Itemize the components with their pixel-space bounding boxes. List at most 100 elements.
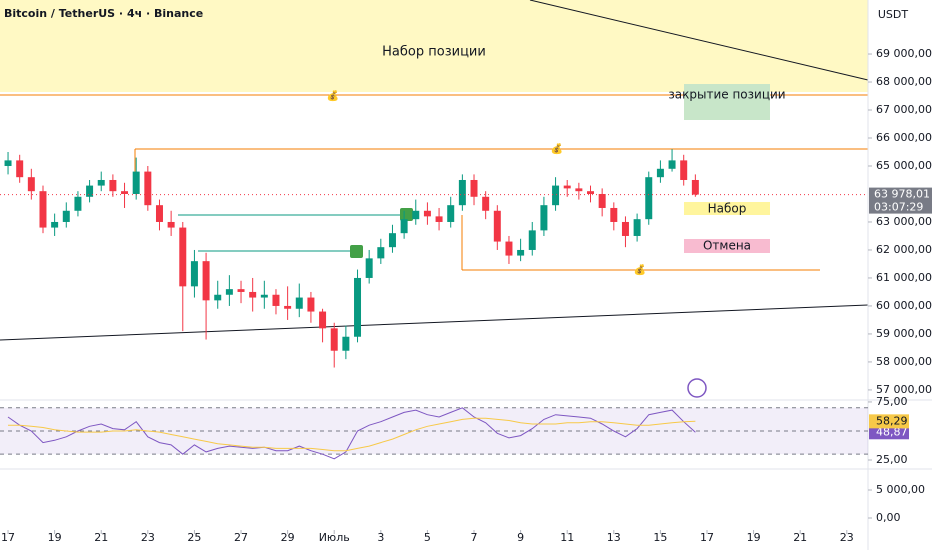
candle-body <box>668 160 676 169</box>
x-tick-label: 19 <box>747 531 761 544</box>
rsi-last-box <box>869 414 909 429</box>
candle-body <box>86 185 94 197</box>
candle-body <box>505 241 513 256</box>
candle-body <box>249 291 257 298</box>
y-tick-label: 69 000,00 <box>876 47 932 60</box>
candle-body <box>656 168 664 178</box>
x-tick-label: 23 <box>840 531 854 544</box>
rsi-last-label: 48,87 <box>876 425 908 438</box>
x-tick-label: 7 <box>471 531 478 544</box>
last-price-box <box>869 187 932 214</box>
candle-body <box>225 289 233 295</box>
candle-body <box>423 210 431 217</box>
x-tick-label: 17 <box>700 531 714 544</box>
candle-body <box>400 219 408 234</box>
check-icon <box>350 245 363 258</box>
x-tick-label: 25 <box>187 531 201 544</box>
rsi-last-label: 58,29 <box>876 414 908 427</box>
x-tick-label: 19 <box>48 531 62 544</box>
candle-body <box>167 221 175 228</box>
candle-body <box>144 171 152 206</box>
candle-body <box>179 227 187 287</box>
candle-body <box>342 336 350 351</box>
candle-body <box>260 294 268 298</box>
money-icon: 💰 <box>327 89 339 102</box>
candle-body <box>458 179 466 206</box>
candle-body <box>563 185 571 189</box>
y-tick-label: 57 000,00 <box>876 383 932 396</box>
candle-body <box>121 191 129 194</box>
x-tick-label: 15 <box>653 531 667 544</box>
candle-body <box>412 210 420 220</box>
candle-body <box>97 179 105 186</box>
rsi-line <box>7 407 696 460</box>
cancel-box <box>684 239 770 253</box>
x-tick-label: 5 <box>424 531 431 544</box>
y-tick-label: 65 000,00 <box>876 159 932 172</box>
y-tick-label: 75,00 <box>876 395 908 408</box>
y-tick-label: 59 000,00 <box>876 327 932 340</box>
candle-body <box>575 188 583 192</box>
candle-body <box>27 177 35 192</box>
candle-body <box>295 297 303 309</box>
symbol-title: Bitcoin / TetherUS · 4ч · Binance <box>4 7 203 20</box>
x-tick-label: 3 <box>377 531 384 544</box>
currency: USDT <box>878 8 909 21</box>
candle-body <box>202 261 210 301</box>
y-tick-label: 68 000,00 <box>876 75 932 88</box>
candle-body <box>691 179 699 195</box>
candle-body <box>272 294 280 306</box>
candle-body <box>377 247 385 259</box>
last-price: 63 978,01 <box>874 188 930 201</box>
y-tick-label: 61 000,00 <box>876 271 932 284</box>
x-tick-label: 21 <box>793 531 807 544</box>
rsi-last-box <box>869 425 909 440</box>
candle-body <box>132 171 140 194</box>
check-icon <box>400 208 413 221</box>
x-tick-label: 27 <box>234 531 248 544</box>
trend-line <box>0 304 869 341</box>
candle-body <box>354 277 362 337</box>
candle-body <box>482 196 490 211</box>
y-tick-label: 0,00 <box>876 511 901 524</box>
candle-body <box>645 177 653 220</box>
candle-body <box>237 289 245 292</box>
rsi-line <box>8 417 696 452</box>
y-tick-label: 62 000,00 <box>876 243 932 256</box>
x-tick-label: 11 <box>560 531 574 544</box>
candle-body <box>284 305 292 309</box>
candle-body <box>388 233 396 248</box>
x-tick-label: 9 <box>517 531 524 544</box>
x-tick-label: 13 <box>607 531 621 544</box>
entry-box <box>684 202 770 215</box>
y-tick-label: 58 000,00 <box>876 355 932 368</box>
candle-body <box>155 205 163 222</box>
candle-body <box>633 219 641 236</box>
box-label: Набор <box>708 202 747 216</box>
candle-body <box>319 311 327 329</box>
y-tick-label: 5 000,00 <box>876 483 925 496</box>
money-icon: 💰 <box>551 142 563 155</box>
y-tick-label: 63 000,00 <box>876 215 932 228</box>
x-tick-label: Июль <box>319 531 350 544</box>
y-tick-label: 25,00 <box>876 453 908 466</box>
candle-body <box>528 230 536 250</box>
candle-body <box>621 221 629 236</box>
candle-body <box>587 191 595 194</box>
candle-body <box>435 216 443 222</box>
alert-icon[interactable] <box>687 378 707 398</box>
candle-body <box>447 205 455 222</box>
box-label: Отмена <box>703 239 751 253</box>
zone-label: Набор позиции <box>382 45 486 60</box>
candle-body <box>109 179 117 192</box>
trend-line <box>529 0 869 81</box>
x-tick-label: 23 <box>141 531 155 544</box>
candle-body <box>214 294 222 301</box>
candle-body <box>610 207 618 222</box>
y-tick-label: 66 000,00 <box>876 131 932 144</box>
x-tick-label: 29 <box>281 531 295 544</box>
box-label: закрытие позиции <box>668 88 785 102</box>
candle-body <box>470 179 478 197</box>
candle-body <box>16 160 24 178</box>
